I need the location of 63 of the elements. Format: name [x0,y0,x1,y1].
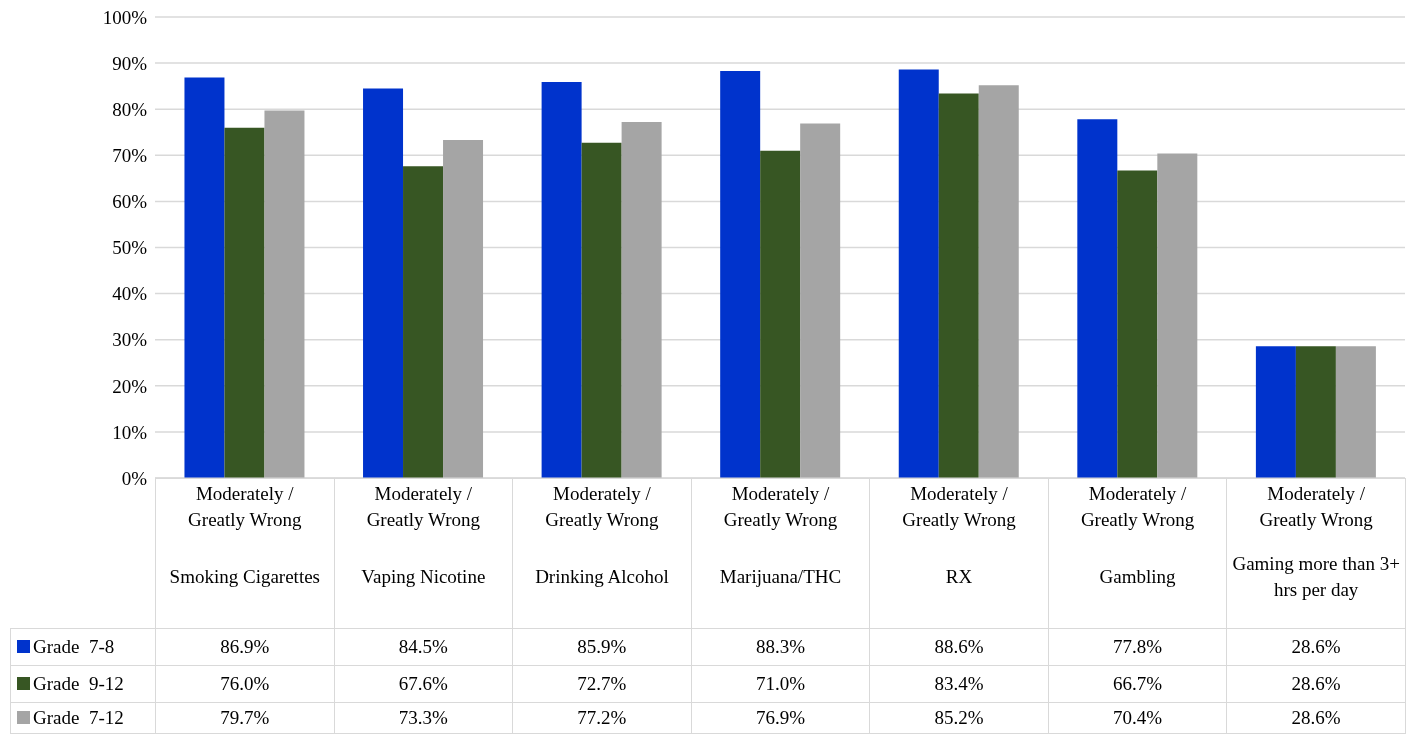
y-tick-label: 10% [112,421,148,443]
data-label: 28.6% [1226,665,1406,703]
category-label: Moderately / Greatly Wrong Gaming more than 3+ hrs per day [1232,483,1400,600]
y-tick-label: 70% [112,145,148,167]
category-label: Moderately / Greatly Wrong Marijuana/THC [719,483,842,587]
bar [760,150,801,478]
bar [541,82,582,478]
data-label: 71.0% [691,665,870,703]
data-label: 28.6% [1226,702,1406,734]
bar [581,142,622,478]
data-label: 70.4% [1048,702,1227,734]
data-label: 72.7% [512,665,692,703]
y-tick-label: 90% [112,52,148,74]
data-label: 85.2% [869,702,1049,734]
category-label: Moderately / Greatly Wrong Gambling [1080,483,1195,587]
data-label: 86.9% [155,628,335,666]
data-label: 67.6% [334,665,513,703]
bar [621,122,662,478]
y-tick-label: 0% [121,467,148,489]
bar [938,93,979,478]
bar [443,140,484,478]
data-label: 83.4% [869,665,1049,703]
data-label: 88.3% [691,628,870,666]
data-label: 66.7% [1048,665,1227,703]
bar [1335,346,1376,478]
y-tick-label: 30% [112,329,148,351]
data-label: 28.6% [1226,628,1406,666]
y-tick-label: 100% [102,6,148,28]
bar [898,69,939,478]
bar [224,127,265,478]
y-tick-label: 60% [112,191,148,213]
data-label: 88.6% [869,628,1049,666]
legend-label: Grade 9-12 [10,665,156,703]
legend-label: Grade 7-8 [10,628,156,666]
bar [1255,346,1296,478]
category-label: Moderately / Greatly Wrong Smoking Cigarettes [169,483,320,587]
data-label: 77.2% [512,702,692,734]
y-tick-label: 40% [112,283,148,305]
data-label: 73.3% [334,702,513,734]
bar [1157,153,1198,478]
data-label: 84.5% [334,628,513,666]
y-tick-label: 20% [112,375,148,397]
bar [1117,170,1158,478]
data-label: 76.0% [155,665,335,703]
bar [363,88,404,478]
category-label: Moderately / Greatly Wrong Vaping Nicotine [361,483,486,587]
legend-label: Grade 7-12 [10,702,156,734]
y-tick-label: 80% [112,98,148,120]
bar [1295,346,1336,478]
bar [720,70,761,478]
bar [978,85,1019,478]
bar [800,123,841,478]
bar [403,166,444,478]
category-label: Moderately / Greatly Wrong RX [902,483,1016,587]
data-label: 79.7% [155,702,335,734]
data-label: 77.8% [1048,628,1227,666]
category-label: Moderately / Greatly Wrong Drinking Alcohol [535,483,669,587]
data-label: 76.9% [691,702,870,734]
y-tick-label: 50% [112,237,148,259]
data-label: 85.9% [512,628,692,666]
bar [264,110,305,478]
bar [1077,119,1118,478]
bar [184,77,225,478]
